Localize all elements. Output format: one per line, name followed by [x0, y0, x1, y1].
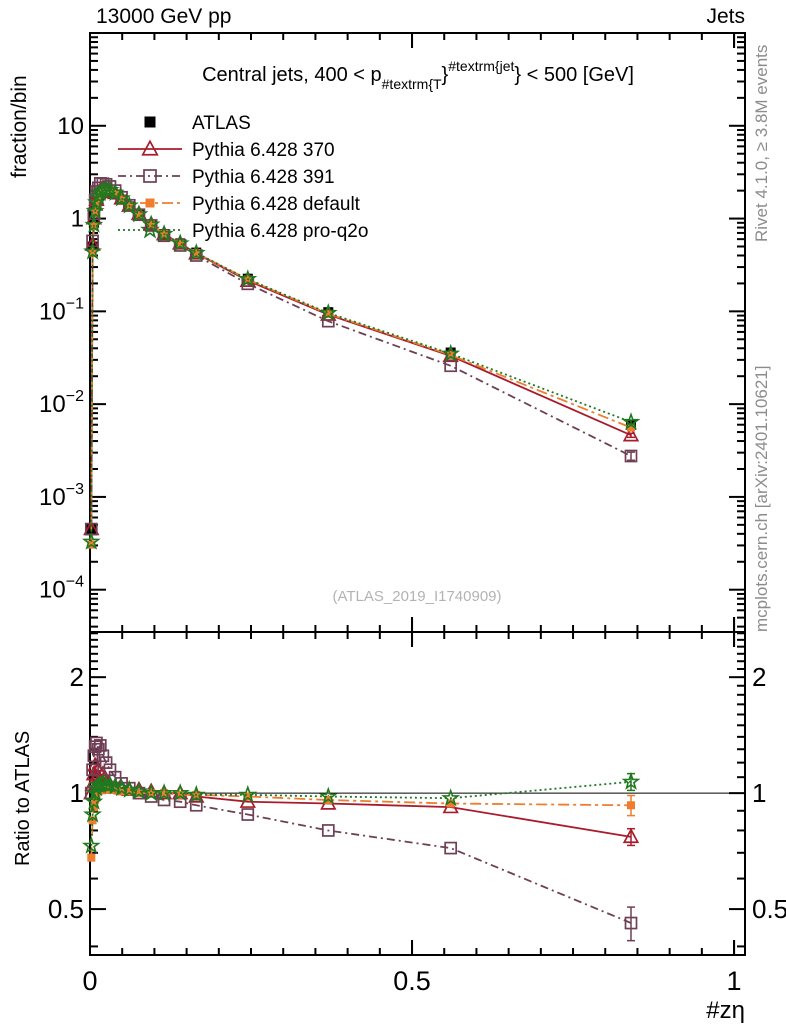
main-y-axis-title: fraction/bin [8, 75, 31, 178]
legend-label: ATLAS [192, 113, 251, 134]
analysis-watermark: (ATLAS_2019_I1740909) [332, 588, 502, 605]
ratio-y-tick-label-right: 2 [752, 662, 766, 692]
title-segment: #textrm{T [381, 76, 442, 92]
legend-label: Pythia 6.428 370 [192, 140, 335, 161]
series-pythia-6-428-pro-q2o [81, 179, 641, 854]
panel-frames [89, 32, 746, 956]
main-y-tick-label: 10−3 [39, 481, 84, 511]
ratio-y-tick-label: 2 [70, 662, 84, 692]
main-y-tick-label: 10−1 [39, 295, 84, 325]
ratio-y-axis-title: Ratio to ATLAS [12, 730, 34, 866]
legend-item-pythia-6-428-370: Pythia 6.428 370 [118, 139, 335, 161]
x-tick-label: 0.5 [393, 966, 431, 996]
ratio-y-tick-label: 0.5 [48, 894, 84, 924]
x-tick-label: 0 [82, 966, 97, 996]
title-segment: < 500 [GeV] [521, 64, 634, 86]
rivet-version-note: Rivet 4.1.0, ≥ 3.8M events [752, 44, 771, 242]
mcplots-reference-note: mcplots.cern.ch [arXiv:2401.10621] [752, 365, 771, 632]
series-pythia-6-428-391 [84, 177, 638, 942]
x-tick-label: 1 [727, 966, 742, 996]
ratio-y-tick-label: 1 [70, 778, 84, 808]
title-segment: Central jets, 400 < p [202, 64, 382, 86]
title-segment: } [514, 64, 522, 86]
title-segment: #textrm{jet [448, 58, 515, 74]
main-y-tick-label: 10−4 [39, 574, 84, 604]
process-label: Jets [706, 5, 745, 28]
x-axis-title: #zη [706, 997, 745, 1024]
plot-title: Central jets, 400 < p#textrm{T}#textrm{j… [90, 58, 746, 92]
legend-label: Pythia 6.428 391 [192, 167, 335, 188]
main-y-tick-label: 10−2 [39, 388, 84, 418]
legend-item-pythia-6-428-391: Pythia 6.428 391 [118, 167, 335, 188]
legend-item-atlas: ATLAS [144, 113, 251, 134]
axis-tick-labels: 10 1 10−1 10−2 10−3 10−4 2 2 1 1 0.5 0.5 0 0.5 1 [39, 113, 786, 996]
collision-energy-label: 13000 GeV pp [96, 5, 232, 28]
legend-label: Pythia 6.428 default [192, 194, 361, 215]
ratio-y-tick-label-right: 0.5 [752, 894, 786, 924]
main-y-tick-label: 10 [57, 113, 84, 140]
series-pythia-6-428-370 [83, 179, 640, 847]
main-y-tick-label: 1 [71, 206, 84, 233]
title-segment: } [441, 64, 449, 86]
series-pythia-6-428-default [87, 186, 636, 862]
ratio-y-tick-label-right: 1 [752, 778, 766, 808]
axis-ticks [89, 33, 745, 955]
legend-label: Pythia 6.428 pro-q2o [192, 221, 368, 242]
legend-item-pythia-6-428-default: Pythia 6.428 default [118, 194, 361, 215]
